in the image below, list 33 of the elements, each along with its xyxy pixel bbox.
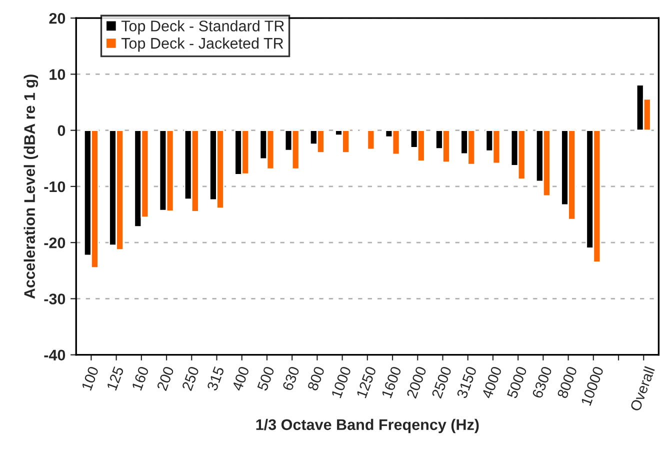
x-tick-label: 200 <box>156 366 174 392</box>
y-tick-label: 0 <box>58 125 66 136</box>
legend-label: Top Deck - Jacketed TR <box>121 37 284 52</box>
y-tick-label: -20 <box>44 237 66 248</box>
x-tick-label: 250 <box>182 366 200 392</box>
y-tick-label: 20 <box>49 12 66 24</box>
x-axis-title: 1/3 Octave Band Freqency (Hz) <box>256 418 479 434</box>
y-tick-label: 10 <box>50 69 66 80</box>
x-tick-label: 3150 <box>456 366 477 399</box>
x-tick-label: 500 <box>256 366 275 392</box>
x-tick-label: 6300 <box>532 366 552 399</box>
x-tick-label: 1600 <box>381 366 402 398</box>
x-tick-label: 4000 <box>482 366 502 400</box>
x-tick-label: 1000 <box>331 366 352 398</box>
y-tick-label: -30 <box>44 294 66 304</box>
x-tick-label: 2500 <box>431 366 452 399</box>
x-tick-label: 10000 <box>580 366 604 406</box>
x-tick-label: 800 <box>307 366 325 392</box>
x-tick-label: 125 <box>106 366 124 391</box>
x-tick-label: 5000 <box>506 366 528 399</box>
x-tick-label: 100 <box>81 366 99 391</box>
y-axis-title: Acceleration Level (dBA re 1 g) <box>24 74 38 299</box>
x-tick-label: 1250 <box>356 366 376 398</box>
x-tick-label: 2000 <box>406 366 427 399</box>
y-tick-label: -40 <box>44 350 66 361</box>
x-tick-label: 160 <box>132 366 150 391</box>
x-tick-label: 8000 <box>556 366 578 399</box>
y-tick-label: -10 <box>44 181 66 192</box>
x-tick-label: Overall <box>630 366 655 412</box>
x-tick-label: 315 <box>206 366 224 392</box>
x-tick-label: 630 <box>282 366 300 392</box>
x-tick-label: 400 <box>232 366 250 392</box>
legend-label: Top Deck - Standard TR <box>121 20 284 34</box>
